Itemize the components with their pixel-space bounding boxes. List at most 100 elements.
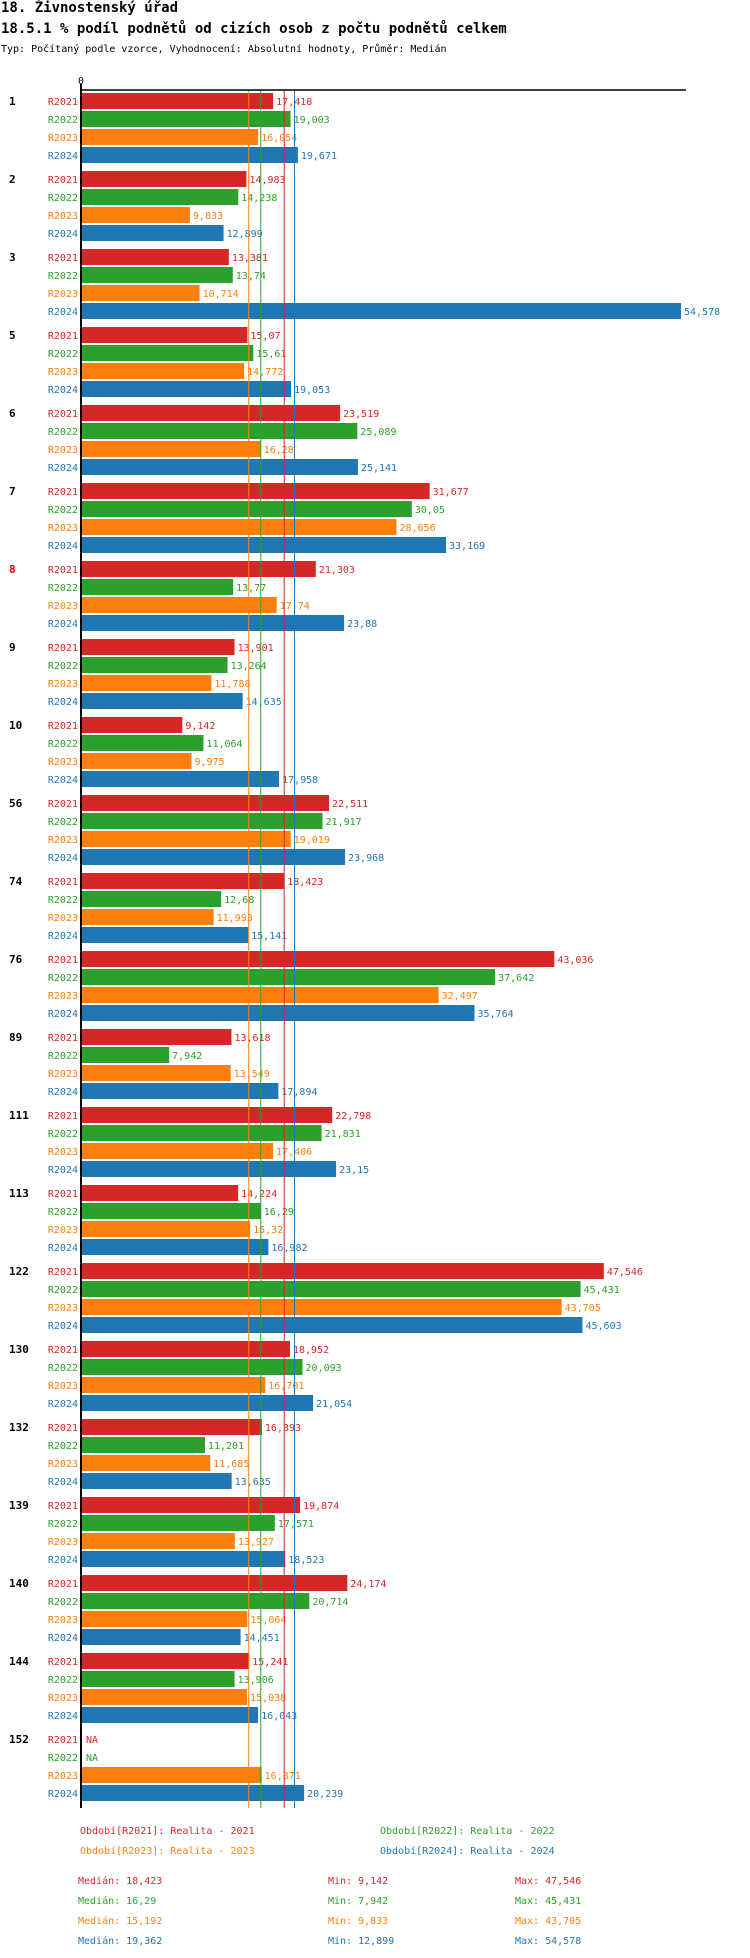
series-label: R2021 <box>48 1267 78 1278</box>
bar <box>82 813 323 829</box>
series-label: R2024 <box>48 151 78 162</box>
category-label: 139 <box>9 1499 29 1512</box>
series-label: R2022 <box>48 505 78 516</box>
value-label: 54,578 <box>684 307 720 318</box>
value-label: 11,993 <box>217 913 253 924</box>
value-label: 14,224 <box>241 1189 277 1200</box>
bar <box>82 423 358 439</box>
stat-min: Min: 7,942 <box>328 1896 389 1907</box>
bar <box>82 129 259 145</box>
series-label: R2024 <box>48 229 78 240</box>
value-label: 13,906 <box>238 1675 274 1686</box>
series-label: R2023 <box>48 289 78 300</box>
series-label: R2024 <box>48 1789 78 1800</box>
series-label: R2021 <box>48 1579 78 1590</box>
bar <box>82 1263 604 1279</box>
value-label: 22,798 <box>335 1111 371 1122</box>
category-label: 74 <box>9 875 23 888</box>
value-label: 35,764 <box>478 1009 514 1020</box>
value-label: 16,043 <box>261 1711 297 1722</box>
value-label: 37,642 <box>498 973 534 984</box>
value-label: 16,701 <box>268 1381 304 1392</box>
bar <box>82 345 254 361</box>
bar <box>82 459 358 475</box>
category-label: 140 <box>9 1577 29 1590</box>
value-label: 15,064 <box>250 1615 286 1626</box>
series-label: R2022 <box>48 1051 78 1062</box>
bar <box>82 1005 475 1021</box>
value-label: 21,054 <box>316 1399 352 1410</box>
series-label: R2023 <box>48 1381 78 1392</box>
stat-min: Min: 9,833 <box>328 1916 389 1927</box>
value-label: 13,549 <box>234 1069 270 1080</box>
bar <box>82 111 291 127</box>
series-label: R2023 <box>48 367 78 378</box>
series-label: R2024 <box>48 541 78 552</box>
bar <box>82 285 200 301</box>
value-label: 16,28 <box>264 445 294 456</box>
x-tick-label: 0 <box>78 76 84 87</box>
series-label: R2022 <box>48 1519 78 1530</box>
category-label: 132 <box>9 1421 29 1434</box>
bar <box>82 1083 279 1099</box>
category-label: 9 <box>9 641 16 654</box>
value-label: 15,241 <box>252 1657 288 1668</box>
series-label: R2021 <box>48 1501 78 1512</box>
value-label: 23,15 <box>339 1165 369 1176</box>
series-label: R2021 <box>48 955 78 966</box>
value-label: 9,833 <box>193 211 223 222</box>
bar <box>82 1515 275 1531</box>
value-label: 14,238 <box>241 193 277 204</box>
bar <box>82 849 346 865</box>
bar <box>82 951 555 967</box>
series-label: R2023 <box>48 1615 78 1626</box>
series-label: R2024 <box>48 853 78 864</box>
chart-info: Typ: Počítaný podle vzorce, Vyhodnocení:… <box>1 44 447 55</box>
series-label: R2022 <box>48 1129 78 1140</box>
value-label: 11,064 <box>206 739 242 750</box>
bar <box>82 405 341 421</box>
value-label: 19,874 <box>303 1501 339 1512</box>
category-label: 10 <box>9 719 22 732</box>
series-label: R2023 <box>48 601 78 612</box>
series-label: R2023 <box>48 1069 78 1080</box>
value-label: 13,77 <box>236 583 266 594</box>
bar <box>82 1419 262 1435</box>
series-label: R2023 <box>48 133 78 144</box>
value-label: 31,677 <box>433 487 469 498</box>
bar <box>82 1707 259 1723</box>
series-label: R2022 <box>48 271 78 282</box>
bar <box>82 171 247 187</box>
bar <box>82 693 243 709</box>
series-label: R2024 <box>48 385 78 396</box>
bar <box>82 675 212 691</box>
bar <box>82 891 222 907</box>
value-label: 7,942 <box>172 1051 202 1062</box>
bar <box>82 303 681 319</box>
bar <box>82 483 430 499</box>
legend-item-r2024: Období[R2024]: Realita - 2024 <box>380 1846 555 1857</box>
bar <box>82 519 397 535</box>
series-label: R2022 <box>48 895 78 906</box>
series-label: R2023 <box>48 1537 78 1548</box>
bar <box>82 1437 205 1453</box>
stat-max: Max: 47,546 <box>515 1876 582 1887</box>
series-label: R2022 <box>48 973 78 984</box>
series-label: R2022 <box>48 193 78 204</box>
value-label: 14,451 <box>244 1633 280 1644</box>
series-label: R2023 <box>48 1693 78 1704</box>
series-label: R2024 <box>48 1009 78 1020</box>
value-label: 12,68 <box>224 895 254 906</box>
series-label: R2023 <box>48 1459 78 1470</box>
value-label: 32,497 <box>442 991 478 1002</box>
value-label: 19,019 <box>294 835 330 846</box>
category-label: 130 <box>9 1343 29 1356</box>
value-label: 23,519 <box>343 409 379 420</box>
value-label: 25,089 <box>360 427 396 438</box>
value-label: 20,714 <box>312 1597 348 1608</box>
value-label: 10,714 <box>203 289 239 300</box>
bar <box>82 1317 583 1333</box>
value-label: 16,29 <box>264 1207 294 1218</box>
series-label: R2022 <box>48 1441 78 1452</box>
value-label: 19,003 <box>294 115 330 126</box>
